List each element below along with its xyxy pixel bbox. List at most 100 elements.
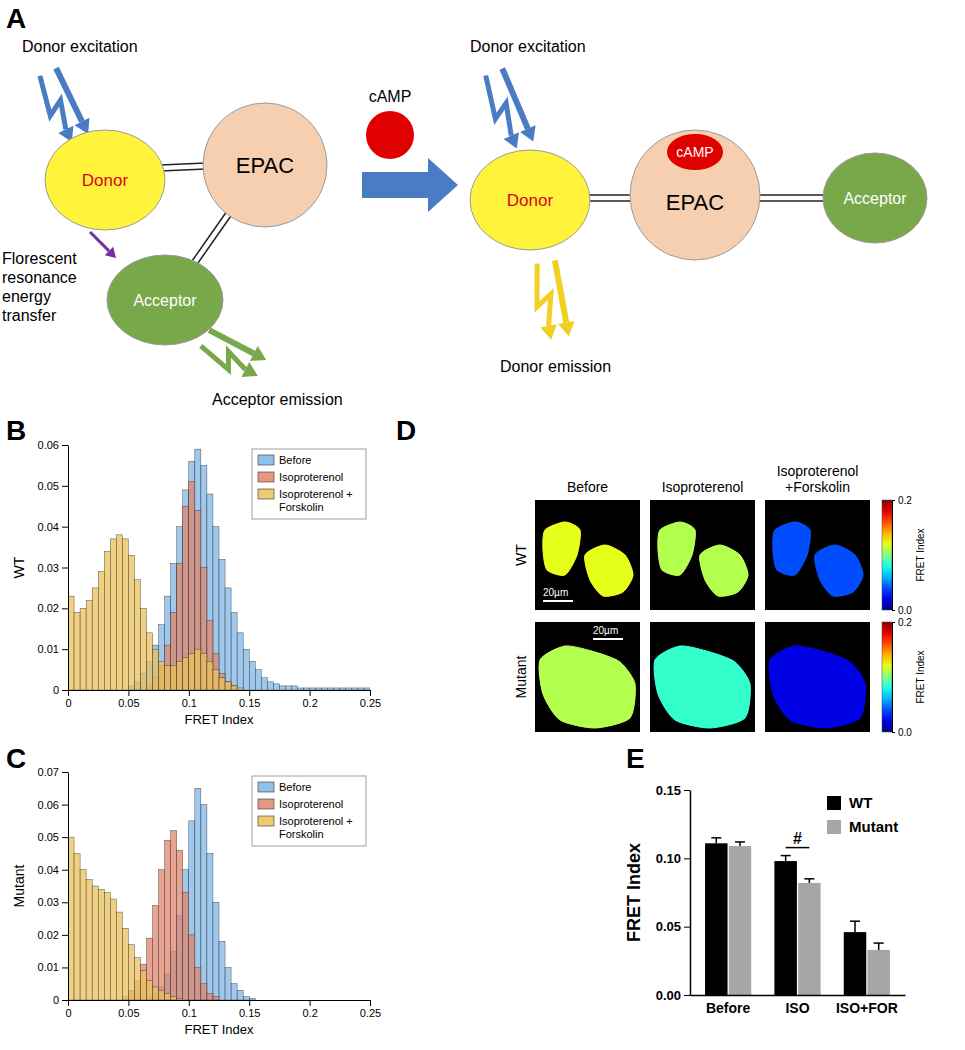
cell bbox=[773, 522, 811, 575]
histogram-bar bbox=[128, 945, 134, 1000]
panel-label: D bbox=[396, 415, 416, 446]
plot-area bbox=[68, 788, 255, 1000]
label-line: Before bbox=[567, 479, 608, 495]
histogram-bar bbox=[207, 1000, 213, 1001]
histogram-bar bbox=[104, 551, 110, 690]
histogram-bar bbox=[310, 1000, 316, 1001]
tick-mark bbox=[892, 610, 895, 611]
tick-label: 0.00 bbox=[656, 988, 681, 1003]
tick-label: 0.1 bbox=[182, 697, 197, 709]
tick: 0.15 bbox=[656, 783, 690, 798]
histogram-bar bbox=[328, 690, 334, 691]
tick: 0.1 bbox=[182, 1000, 197, 1019]
series bbox=[122, 831, 219, 1000]
histogram-bar bbox=[249, 690, 255, 691]
tick-label: 0 bbox=[65, 697, 71, 709]
y-axis: 00.010.020.030.040.050.06 bbox=[38, 439, 69, 696]
arrow bbox=[90, 232, 109, 251]
error-line bbox=[716, 838, 718, 843]
legend: WTMutant bbox=[827, 794, 898, 835]
histogram-bar bbox=[171, 997, 177, 1000]
histogram-bar bbox=[122, 928, 128, 1000]
axis-line bbox=[69, 690, 371, 691]
tick-label: 0.10 bbox=[656, 851, 681, 866]
tick-label: 0.06 bbox=[38, 799, 59, 811]
histogram-bar bbox=[165, 840, 171, 1000]
label: 20µm bbox=[543, 587, 568, 598]
histogram-bar bbox=[358, 690, 364, 691]
histogram-bar bbox=[189, 482, 195, 690]
histogram-bar bbox=[165, 993, 171, 1000]
label-line: Florescent bbox=[2, 250, 77, 267]
label: cAMP bbox=[369, 88, 412, 105]
legend-label: Before bbox=[279, 781, 311, 793]
tick-label: 0 bbox=[53, 684, 59, 696]
label-line: energy bbox=[2, 288, 51, 305]
histogram-bar bbox=[310, 690, 316, 691]
histogram-bar bbox=[364, 1000, 370, 1001]
histogram-bar bbox=[364, 690, 370, 691]
histogram-bar bbox=[364, 1000, 370, 1001]
histogram-bar bbox=[231, 1000, 237, 1001]
histogram-bar bbox=[273, 690, 279, 691]
tick-label: 0.03 bbox=[38, 562, 59, 574]
histogram-bar bbox=[298, 1000, 304, 1001]
histogram-bar bbox=[134, 580, 140, 690]
histogram-bar bbox=[80, 608, 86, 690]
histogram-bar bbox=[358, 688, 364, 690]
histogram-bar bbox=[285, 690, 291, 691]
histogram-bar bbox=[328, 690, 334, 691]
legend-swatch bbox=[258, 455, 274, 465]
label: Acceptor emission bbox=[212, 391, 343, 408]
histogram-bar bbox=[273, 1000, 279, 1001]
histogram-bar bbox=[201, 805, 207, 1000]
histogram-bar bbox=[237, 990, 243, 1000]
histogram-bar bbox=[243, 1000, 249, 1001]
error-line bbox=[785, 856, 787, 861]
histogram-bar bbox=[298, 1000, 304, 1001]
histogram-bar bbox=[195, 649, 201, 690]
series bbox=[147, 788, 256, 1000]
histogram-bar bbox=[171, 666, 177, 691]
histogram-bar bbox=[261, 1000, 267, 1001]
histogram-bar bbox=[171, 831, 177, 1000]
annotation-bracket bbox=[786, 847, 810, 849]
histogram-bar bbox=[358, 1000, 364, 1001]
cell bbox=[543, 522, 581, 575]
histogram-bar bbox=[322, 1000, 328, 1001]
histogram-bar bbox=[207, 661, 213, 690]
histogram-bar bbox=[231, 612, 237, 690]
arrow bbox=[502, 68, 528, 128]
histogram-bar bbox=[219, 674, 225, 690]
histogram-bar bbox=[285, 1000, 291, 1001]
histogram-panel: 00.050.10.150.20.2500.010.020.030.040.05… bbox=[11, 439, 381, 727]
histogram-bar bbox=[201, 465, 207, 690]
error-cap bbox=[711, 837, 721, 839]
tick: ISO bbox=[785, 1000, 809, 1016]
histogram-bar bbox=[346, 688, 352, 690]
tick: 0.02 bbox=[38, 602, 68, 614]
histogram-bar bbox=[201, 1000, 207, 1001]
tick-mark bbox=[892, 732, 895, 733]
tick-mark bbox=[684, 927, 690, 928]
error-cap bbox=[804, 878, 814, 880]
tick-label: 0.2 bbox=[302, 697, 317, 709]
legend-swatch bbox=[258, 472, 274, 482]
histogram-bar bbox=[159, 870, 165, 1000]
histogram-bar bbox=[298, 690, 304, 691]
legend-swatch bbox=[258, 489, 274, 499]
histogram-bar bbox=[195, 788, 201, 1000]
tick: 0.00 bbox=[656, 988, 690, 1003]
connector bbox=[755, 194, 828, 196]
colorbar bbox=[882, 622, 892, 732]
camp bbox=[366, 111, 414, 159]
tick-label: ISO bbox=[785, 1000, 809, 1016]
histogram-bar bbox=[267, 690, 273, 691]
histogram-bar bbox=[189, 935, 195, 1000]
label: FRET Index bbox=[915, 650, 926, 703]
tick-label: 0 bbox=[53, 994, 59, 1006]
cell bbox=[700, 545, 748, 596]
tick: 0.01 bbox=[38, 961, 68, 973]
legend-box bbox=[252, 776, 366, 846]
tick: 0.02 bbox=[38, 929, 68, 941]
